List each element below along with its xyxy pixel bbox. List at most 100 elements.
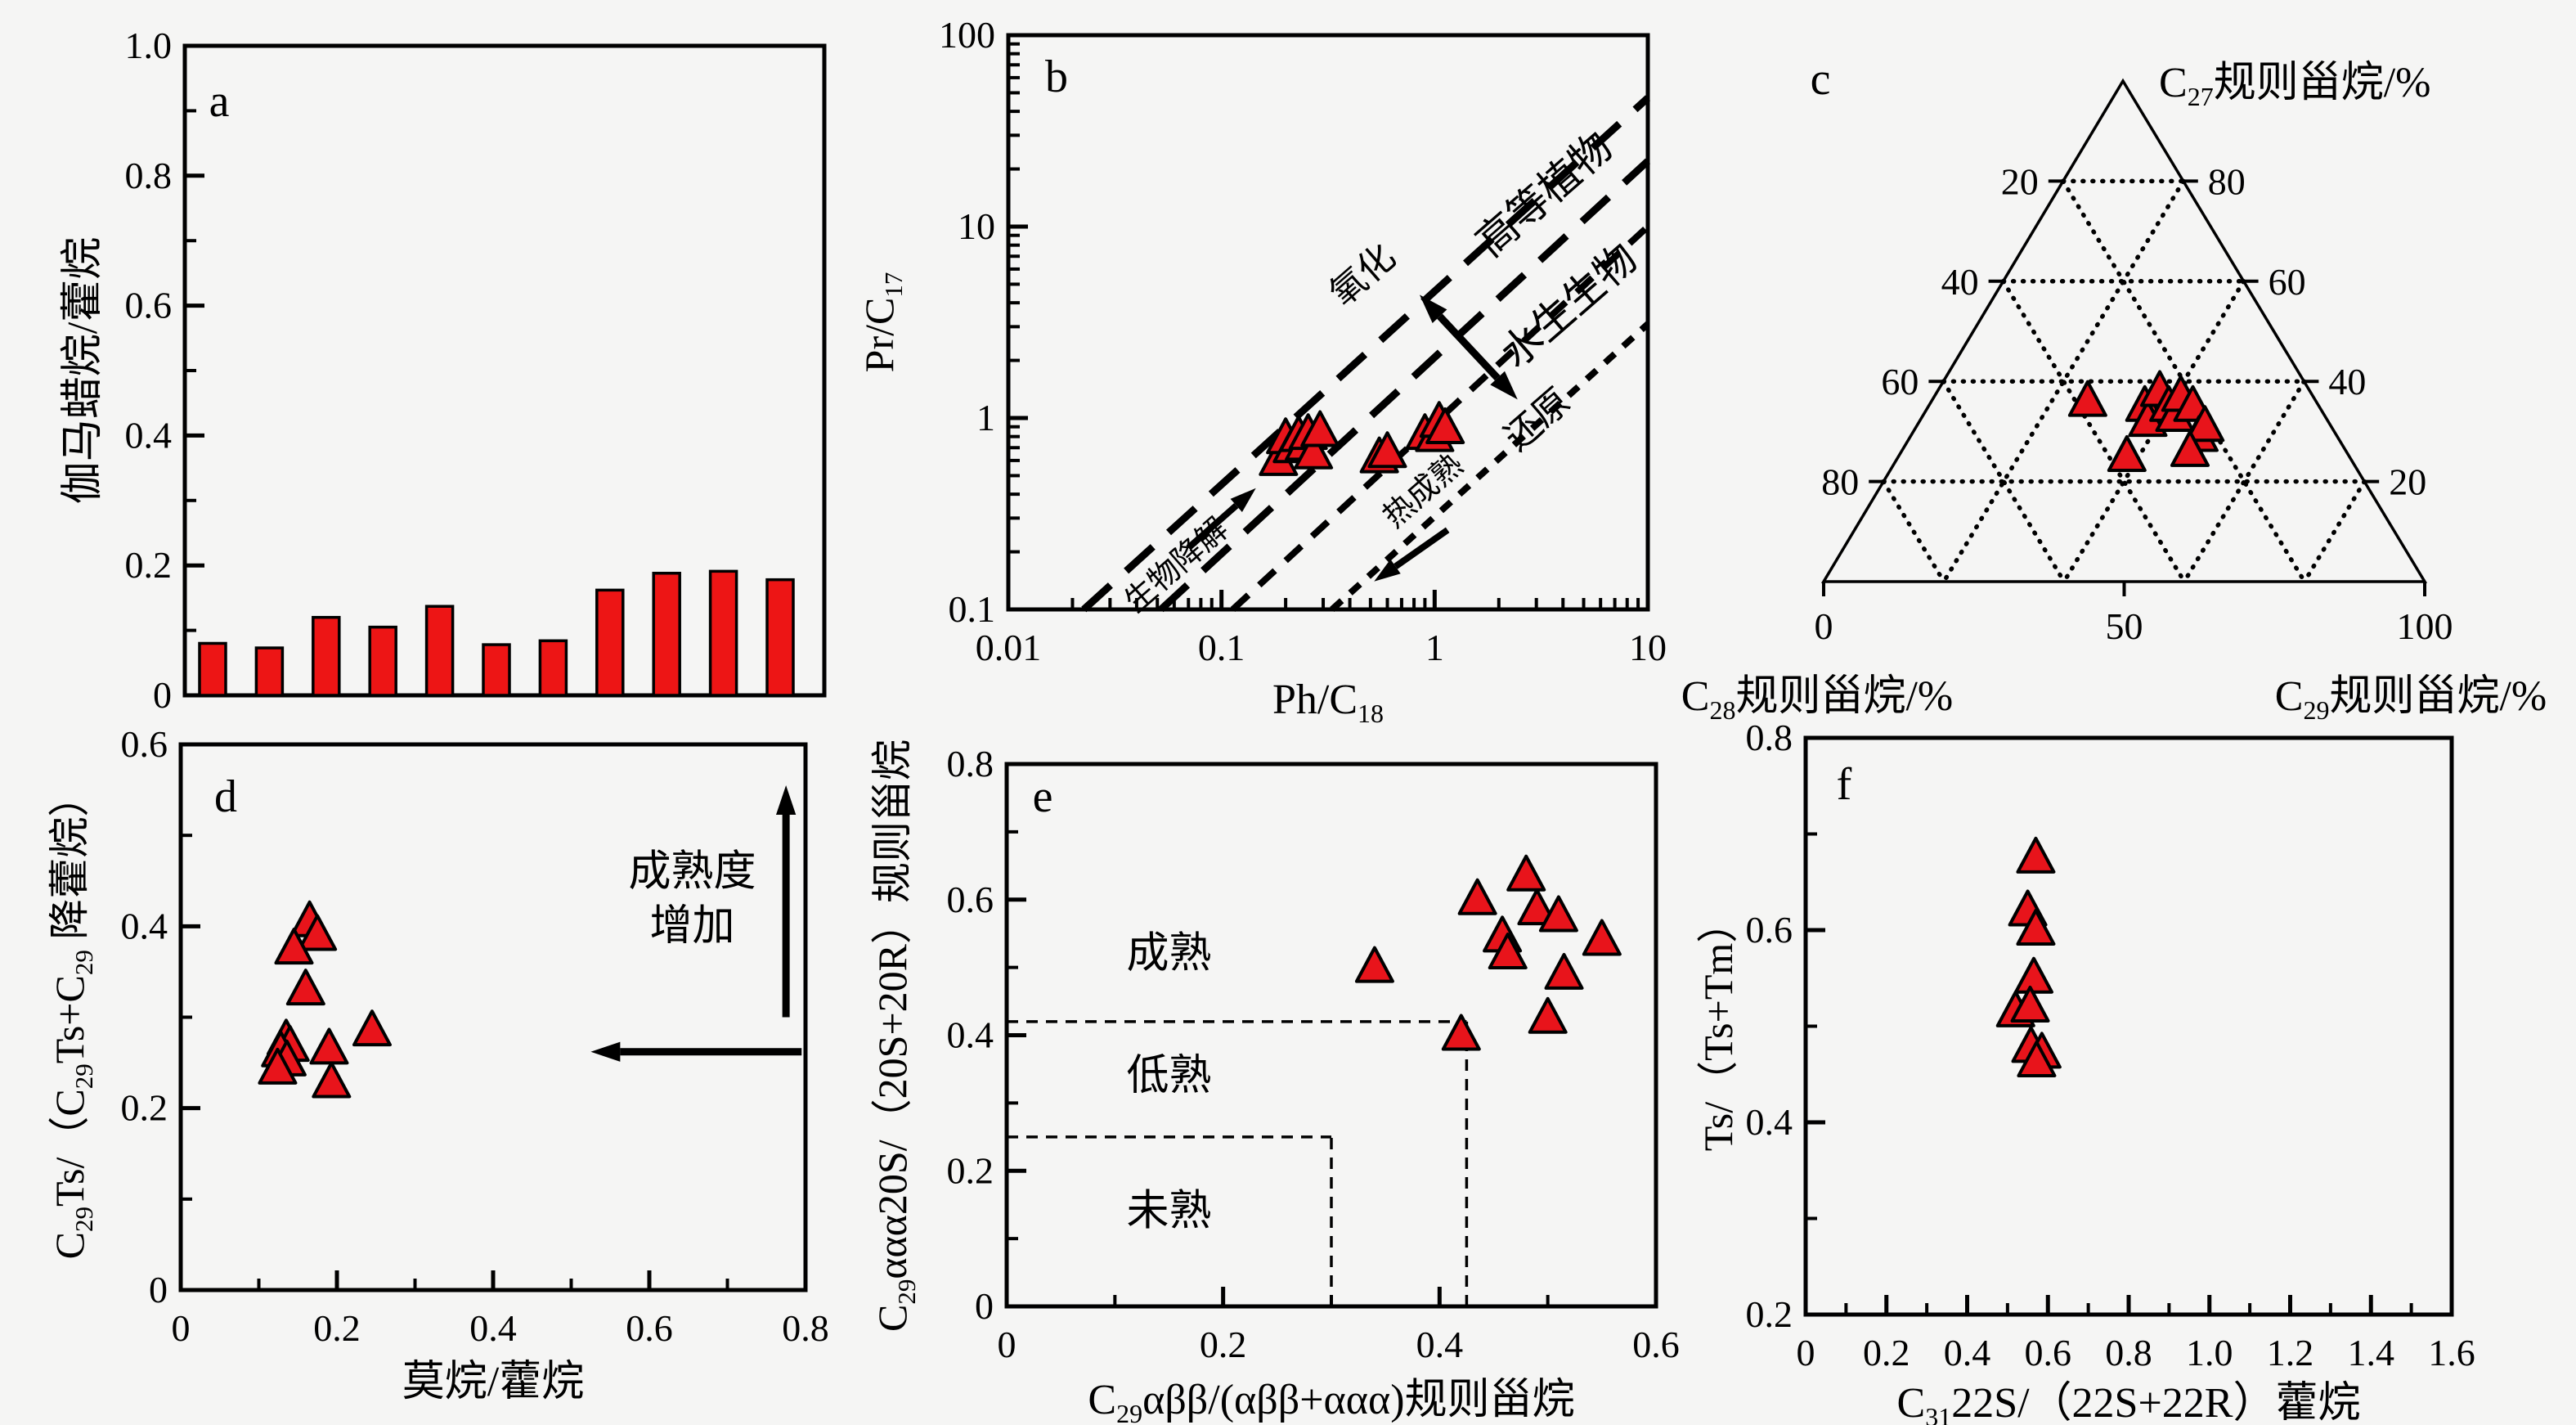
y-axis-title: Ts/（Ts+Tm） <box>1695 902 1741 1152</box>
y-tick-label: 0.1 <box>949 588 996 630</box>
plot-frame <box>178 742 808 1292</box>
annotation: 成熟度 <box>629 848 756 895</box>
x-tick-label: 0.2 <box>1200 1324 1247 1365</box>
right-axis-tick-label: 40 <box>2328 361 2366 402</box>
panel-letter: a <box>209 76 230 127</box>
x-tick-label: 0 <box>998 1324 1016 1365</box>
data-point-triangle-icon <box>1294 432 1334 470</box>
panel-c: c 20 80 40 60 60 40 80 20 0 50 100 C27规则甾烷/% C28规则甾烷/… <box>1681 54 2547 725</box>
x-tick-label: 0 <box>172 1307 191 1349</box>
data-point-triangle-icon <box>1354 946 1394 983</box>
data-point-triangle-icon <box>2013 956 2053 994</box>
data-point-triangle-icon <box>312 1061 352 1099</box>
y-tick-label: 1 <box>976 397 995 438</box>
bar <box>368 625 397 697</box>
right-axis-tick-label: 80 <box>2208 160 2246 202</box>
panel-letter: d <box>214 771 237 822</box>
bar <box>538 639 568 697</box>
y-tick-label: 0.8 <box>1746 717 1793 758</box>
arrow-head-icon <box>1419 294 1447 324</box>
arrow-head-icon <box>590 1041 621 1062</box>
bottom-axis-tick-label: 50 <box>2106 605 2143 647</box>
panel-e: e 0 0.2 0.4 0.6 0 0.2 0.4 0.6 0.8 C29ααα20S/（20S+2… <box>869 739 1680 1425</box>
y-tick-label: 0.2 <box>1746 1293 1793 1335</box>
ternary-apex-title: C27规则甾烷/% <box>2159 60 2430 111</box>
panel-letter: c <box>1811 54 1831 105</box>
panel-b: b0.01 0.1 1 100.1110100Pr/C17Ph/C18高等植物水生生物… <box>856 14 1667 728</box>
ternary-frame <box>1820 78 2428 583</box>
y-tick-label: 0 <box>149 1269 168 1310</box>
left-axis-tick-label: 60 <box>1881 361 1919 402</box>
data-point-triangle-icon <box>2017 1040 2057 1077</box>
data-point-triangle-icon <box>2067 380 2107 417</box>
y-tick-label: 10 <box>958 205 995 247</box>
y-tick-label: 0.6 <box>125 285 173 326</box>
x-tick-label: 0.2 <box>313 1307 361 1349</box>
data-point-triangle-icon <box>298 914 338 951</box>
left-axis-tick-label: 20 <box>2001 160 2039 202</box>
data-point-triangle-icon <box>2185 405 2225 443</box>
x-axis-title: C29αββ/(αββ+ααα)规则甾烷 <box>1088 1377 1574 1425</box>
y-axis-title: C29ααα20S/（20S+20R）规则甾烷 <box>869 739 921 1332</box>
y-tick-label: 0.2 <box>947 1149 994 1191</box>
x-tick-label: 0.01 <box>976 627 1042 668</box>
y-tick-label: 0.2 <box>125 544 173 586</box>
x-tick-label: 0.6 <box>1632 1324 1680 1365</box>
ternary-gridline <box>1941 379 2067 584</box>
y-axis-title: C29Ts/（C29Ts+C29 降藿烷） <box>47 776 98 1260</box>
data-point-triangle-icon <box>1425 407 1465 444</box>
data-point-triangle-icon <box>2016 836 2056 874</box>
data-point-triangle-icon <box>1457 878 1497 915</box>
data-point-triangle-icon <box>1538 895 1578 933</box>
data-point-triangle-icon <box>1367 431 1407 469</box>
x-axis-title: 莫烷/藿烷 <box>402 1359 584 1405</box>
annotation: 高等植物 <box>1467 124 1621 265</box>
plot-frame <box>1803 735 2454 1317</box>
y-tick-label: 0.6 <box>1746 909 1793 951</box>
annotation: 成熟 <box>1126 931 1211 978</box>
panel-letter: f <box>1837 759 1852 810</box>
y-tick-label: 0.2 <box>121 1087 168 1129</box>
zone-boundary-line <box>1230 224 1650 612</box>
x-tick-label: 1.2 <box>2267 1332 2314 1373</box>
ternary-gridline <box>2182 379 2307 584</box>
x-tick-label: 0.2 <box>1863 1332 1910 1373</box>
y-tick-label: 0 <box>153 674 172 716</box>
y-tick-label: 1.0 <box>125 25 173 66</box>
x-tick-label: 0.8 <box>2105 1332 2152 1373</box>
arrow-head-icon <box>1374 559 1401 582</box>
bar <box>312 615 341 697</box>
data-point-triangle-icon <box>1544 952 1584 990</box>
x-tick-label: 0.4 <box>469 1307 517 1349</box>
y-tick-label: 100 <box>939 14 995 56</box>
bar <box>482 643 511 697</box>
arrow-shaft <box>1186 502 1239 551</box>
bar <box>595 588 625 697</box>
y-axis-title: Pr/C17 <box>856 272 908 373</box>
ternary-gridline <box>2000 279 2187 584</box>
left-axis-tick-label: 80 <box>1821 461 1859 503</box>
bar <box>765 578 795 697</box>
data-point-triangle-icon <box>1528 996 1568 1034</box>
annotation: 氧化 <box>1322 236 1403 314</box>
annotation: 水生生物 <box>1492 235 1646 376</box>
y-tick-label: 0.4 <box>121 905 168 946</box>
x-tick-label: 0.4 <box>1944 1332 1991 1373</box>
arrow-head-icon <box>1230 488 1256 513</box>
x-tick-label: 1.0 <box>2186 1332 2233 1373</box>
y-tick-label: 0 <box>975 1285 994 1327</box>
x-axis-title: Ph/C18 <box>1272 677 1384 728</box>
x-tick-label: 10 <box>1629 627 1667 668</box>
zone-boundary-line <box>1081 95 1651 613</box>
x-tick-label: 1 <box>1425 627 1444 668</box>
data-point-triangle-icon <box>2107 435 2147 472</box>
annotation: 低熟 <box>1126 1053 1211 1099</box>
x-tick-label: 0 <box>1797 1332 1815 1373</box>
right-axis-tick-label: 20 <box>2389 461 2426 503</box>
ternary-gridline <box>1941 178 2186 584</box>
bar <box>424 605 455 697</box>
panel-d: d 0 0.2 0.4 0.6 0.8 0 0.2 0.4 0.6 C29Ts/（C29Ts+C29… <box>47 723 829 1405</box>
data-point-triangle-icon <box>352 1009 392 1047</box>
bottom-axis-tick-label: 0 <box>1815 605 1833 647</box>
x-tick-label: 0.1 <box>1198 627 1245 668</box>
